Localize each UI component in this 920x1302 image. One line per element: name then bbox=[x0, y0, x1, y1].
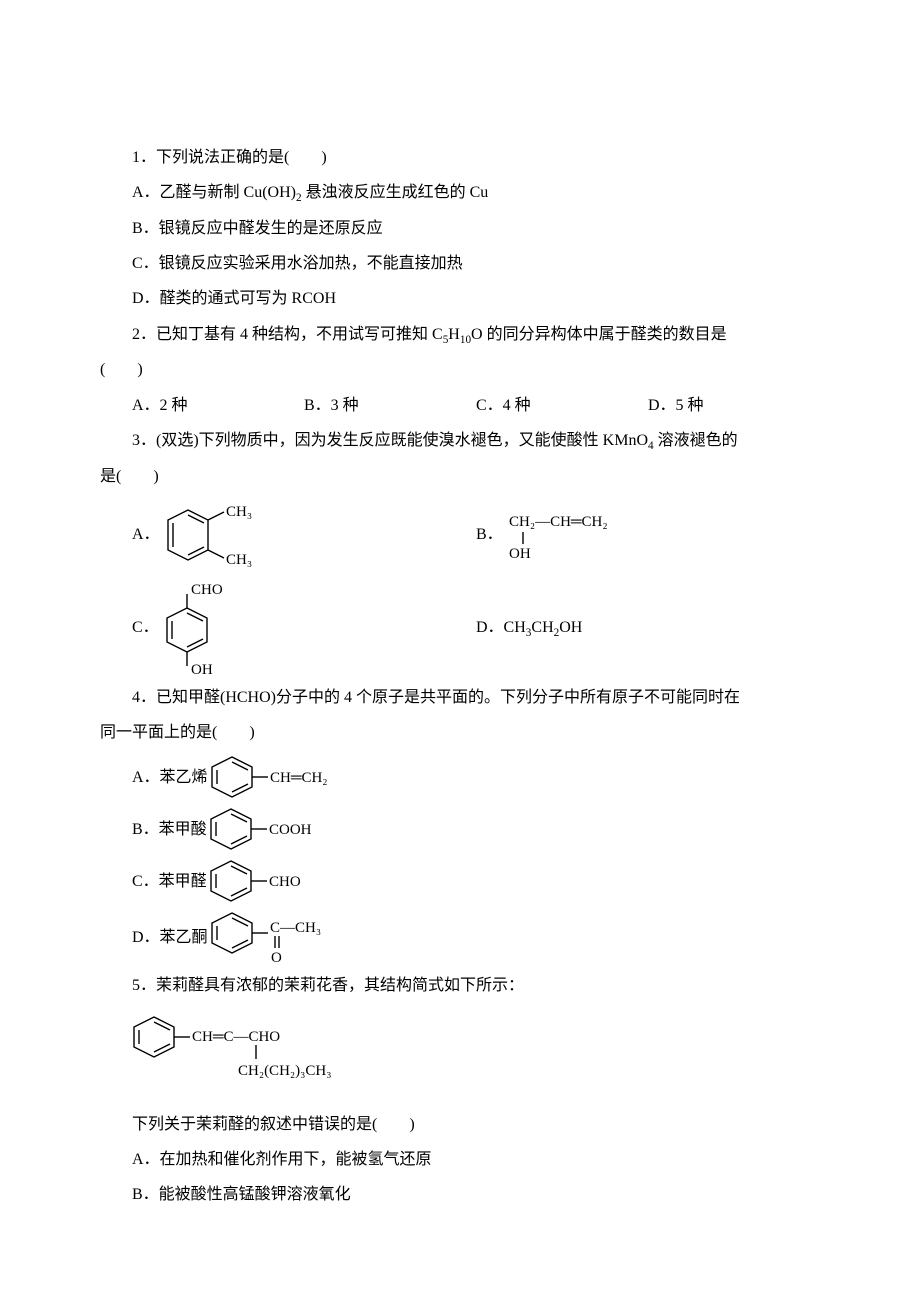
q3-d-part1: D．CH bbox=[476, 619, 526, 636]
cch3-label: C—CH₃ bbox=[270, 920, 321, 936]
q4-c-label: C．苯甲醛 bbox=[132, 864, 207, 899]
styrene-icon: CH═CH₂ bbox=[210, 752, 370, 802]
q5-opt-a: A．在加热和催化剂作用下，能被氢气还原 bbox=[100, 1142, 820, 1177]
q3-options: A． CH₃ CH₃ B． CH₂—CH═CH₂ OH bbox=[100, 494, 820, 680]
q3-opt-b: B． CH₂—CH═CH₂ OH bbox=[476, 508, 820, 562]
ch3-label-2: CH₃ bbox=[226, 552, 252, 568]
q3-b-label: B． bbox=[476, 517, 503, 552]
q4-stem-line1: 4．已知甲醛(HCHO)分子中的 4 个原子是共平面的。下列分子中所有原子不可能… bbox=[100, 680, 820, 715]
q2-mid1: H bbox=[448, 326, 460, 343]
q1-a-part2: 悬浊液反应生成红色的 Cu bbox=[302, 184, 489, 201]
benzaldehyde-icon: CHO bbox=[209, 856, 349, 906]
q2-opt-c: C．4 种 bbox=[476, 388, 648, 423]
q2-sub2: 10 bbox=[460, 334, 471, 346]
cooh-label: COOH bbox=[269, 822, 312, 838]
oh-label-2: OH bbox=[191, 662, 213, 676]
q4-stem-line2: 同一平面上的是( ) bbox=[100, 715, 820, 750]
q2-opt-d: D．5 种 bbox=[648, 388, 820, 423]
jasminaldehyde-icon: CH═C—CHO CH₂(CH₂)₃CH₃ bbox=[132, 1009, 392, 1087]
q1-opt-a: A．乙醛与新制 Cu(OH)2 悬浊液反应生成红色的 Cu bbox=[100, 175, 820, 211]
q3-d-mid: CH bbox=[531, 619, 553, 636]
q2-stem-b: O 的同分异构体中属于醛类的数目是 bbox=[471, 326, 727, 343]
q2-stem-line1: 2．已知丁基有 4 种结构，不用试写可推知 C5H10O 的同分异构体中属于醛类… bbox=[100, 317, 820, 353]
q3-c-label: C． bbox=[132, 610, 159, 645]
q3-d-tail: OH bbox=[559, 619, 582, 636]
o-label: O bbox=[271, 950, 282, 966]
acetophenone-icon: C—CH₃ O bbox=[210, 908, 360, 966]
q2-options: A．2 种 B．3 种 C．4 种 D．5 种 bbox=[100, 388, 820, 423]
q4-d-label: D．苯乙酮 bbox=[132, 920, 208, 955]
q2-stem-a: 2．已知丁基有 4 种结构，不用试写可推知 C bbox=[132, 326, 443, 343]
q2-opt-a: A．2 种 bbox=[132, 388, 304, 423]
q1-a-part1: A．乙醛与新制 Cu(OH) bbox=[132, 184, 296, 201]
q5-stem: 5．茉莉醛具有浓郁的茉莉花香，其结构简式如下所示： bbox=[100, 968, 820, 1003]
chch2-label: CH═CH₂ bbox=[270, 770, 328, 786]
q3-opt-c: C． CHO OH bbox=[132, 580, 476, 676]
allyl-alcohol-icon: CH₂—CH═CH₂ OH bbox=[509, 508, 669, 562]
chccho-label: CH═C—CHO bbox=[192, 1029, 280, 1045]
exam-page: 1．下列说法正确的是( ) A．乙醛与新制 Cu(OH)2 悬浊液反应生成红色的… bbox=[0, 0, 920, 1272]
q1-opt-d: D．醛类的通式可写为 RCOH bbox=[100, 281, 820, 316]
q3-stem-b: 溶液褪色的 bbox=[654, 432, 738, 449]
q3-a-label: A． bbox=[132, 517, 160, 552]
q3-stem-line2: 是( ) bbox=[100, 459, 820, 494]
q5-structure: CH═C—CHO CH₂(CH₂)₃CH₃ bbox=[100, 1009, 820, 1100]
oh-label: OH bbox=[509, 546, 531, 562]
q5-opt-b: B．能被酸性高锰酸钾溶液氧化 bbox=[100, 1177, 820, 1212]
q1-stem: 1．下列说法正确的是( ) bbox=[100, 140, 820, 175]
q3-stem-a: 3．(双选)下列物质中，因为发生反应既能使溴水褪色，又能使酸性 KMnO bbox=[132, 432, 648, 449]
ch2ch23ch3-label: CH₂(CH₂)₃CH₃ bbox=[238, 1063, 331, 1079]
q2-stem-line2: ( ) bbox=[100, 352, 820, 387]
q1-opt-b: B．银镜反应中醛发生的是还原反应 bbox=[100, 211, 820, 246]
cho-label-2: CHO bbox=[269, 874, 301, 890]
q1-opt-c: C．银镜反应实验采用水浴加热，不能直接加热 bbox=[100, 246, 820, 281]
ch2chch2-label: CH₂—CH═CH₂ bbox=[509, 514, 608, 530]
hydroxybenzaldehyde-icon: CHO OH bbox=[165, 580, 265, 676]
benzoic-acid-icon: COOH bbox=[209, 804, 359, 854]
q4-a-label: A．苯乙烯 bbox=[132, 760, 208, 795]
q4-opt-a: A．苯乙烯 CH═CH₂ bbox=[100, 752, 820, 802]
q3-opt-d: D．CH3CH2OH bbox=[476, 610, 820, 646]
q4-opt-c: C．苯甲醛 CHO bbox=[100, 856, 820, 906]
q3-d-label: D．CH3CH2OH bbox=[476, 610, 582, 646]
q3-opt-a: A． CH₃ CH₃ bbox=[132, 498, 476, 572]
cho-label: CHO bbox=[191, 582, 223, 598]
q3-stem-line1: 3．(双选)下列物质中，因为发生反应既能使溴水褪色，又能使酸性 KMnO4 溶液… bbox=[100, 423, 820, 459]
q4-opt-b: B．苯甲酸 COOH bbox=[100, 804, 820, 854]
q2-opt-b: B．3 种 bbox=[304, 388, 476, 423]
q4-opt-d: D．苯乙酮 C—CH₃ O bbox=[100, 908, 820, 966]
ch3-label: CH₃ bbox=[226, 504, 252, 520]
q5-tail: 下列关于茉莉醛的叙述中错误的是( ) bbox=[100, 1107, 820, 1142]
ortho-xylene-icon: CH₃ CH₃ bbox=[166, 498, 276, 572]
q4-b-label: B．苯甲酸 bbox=[132, 812, 207, 847]
